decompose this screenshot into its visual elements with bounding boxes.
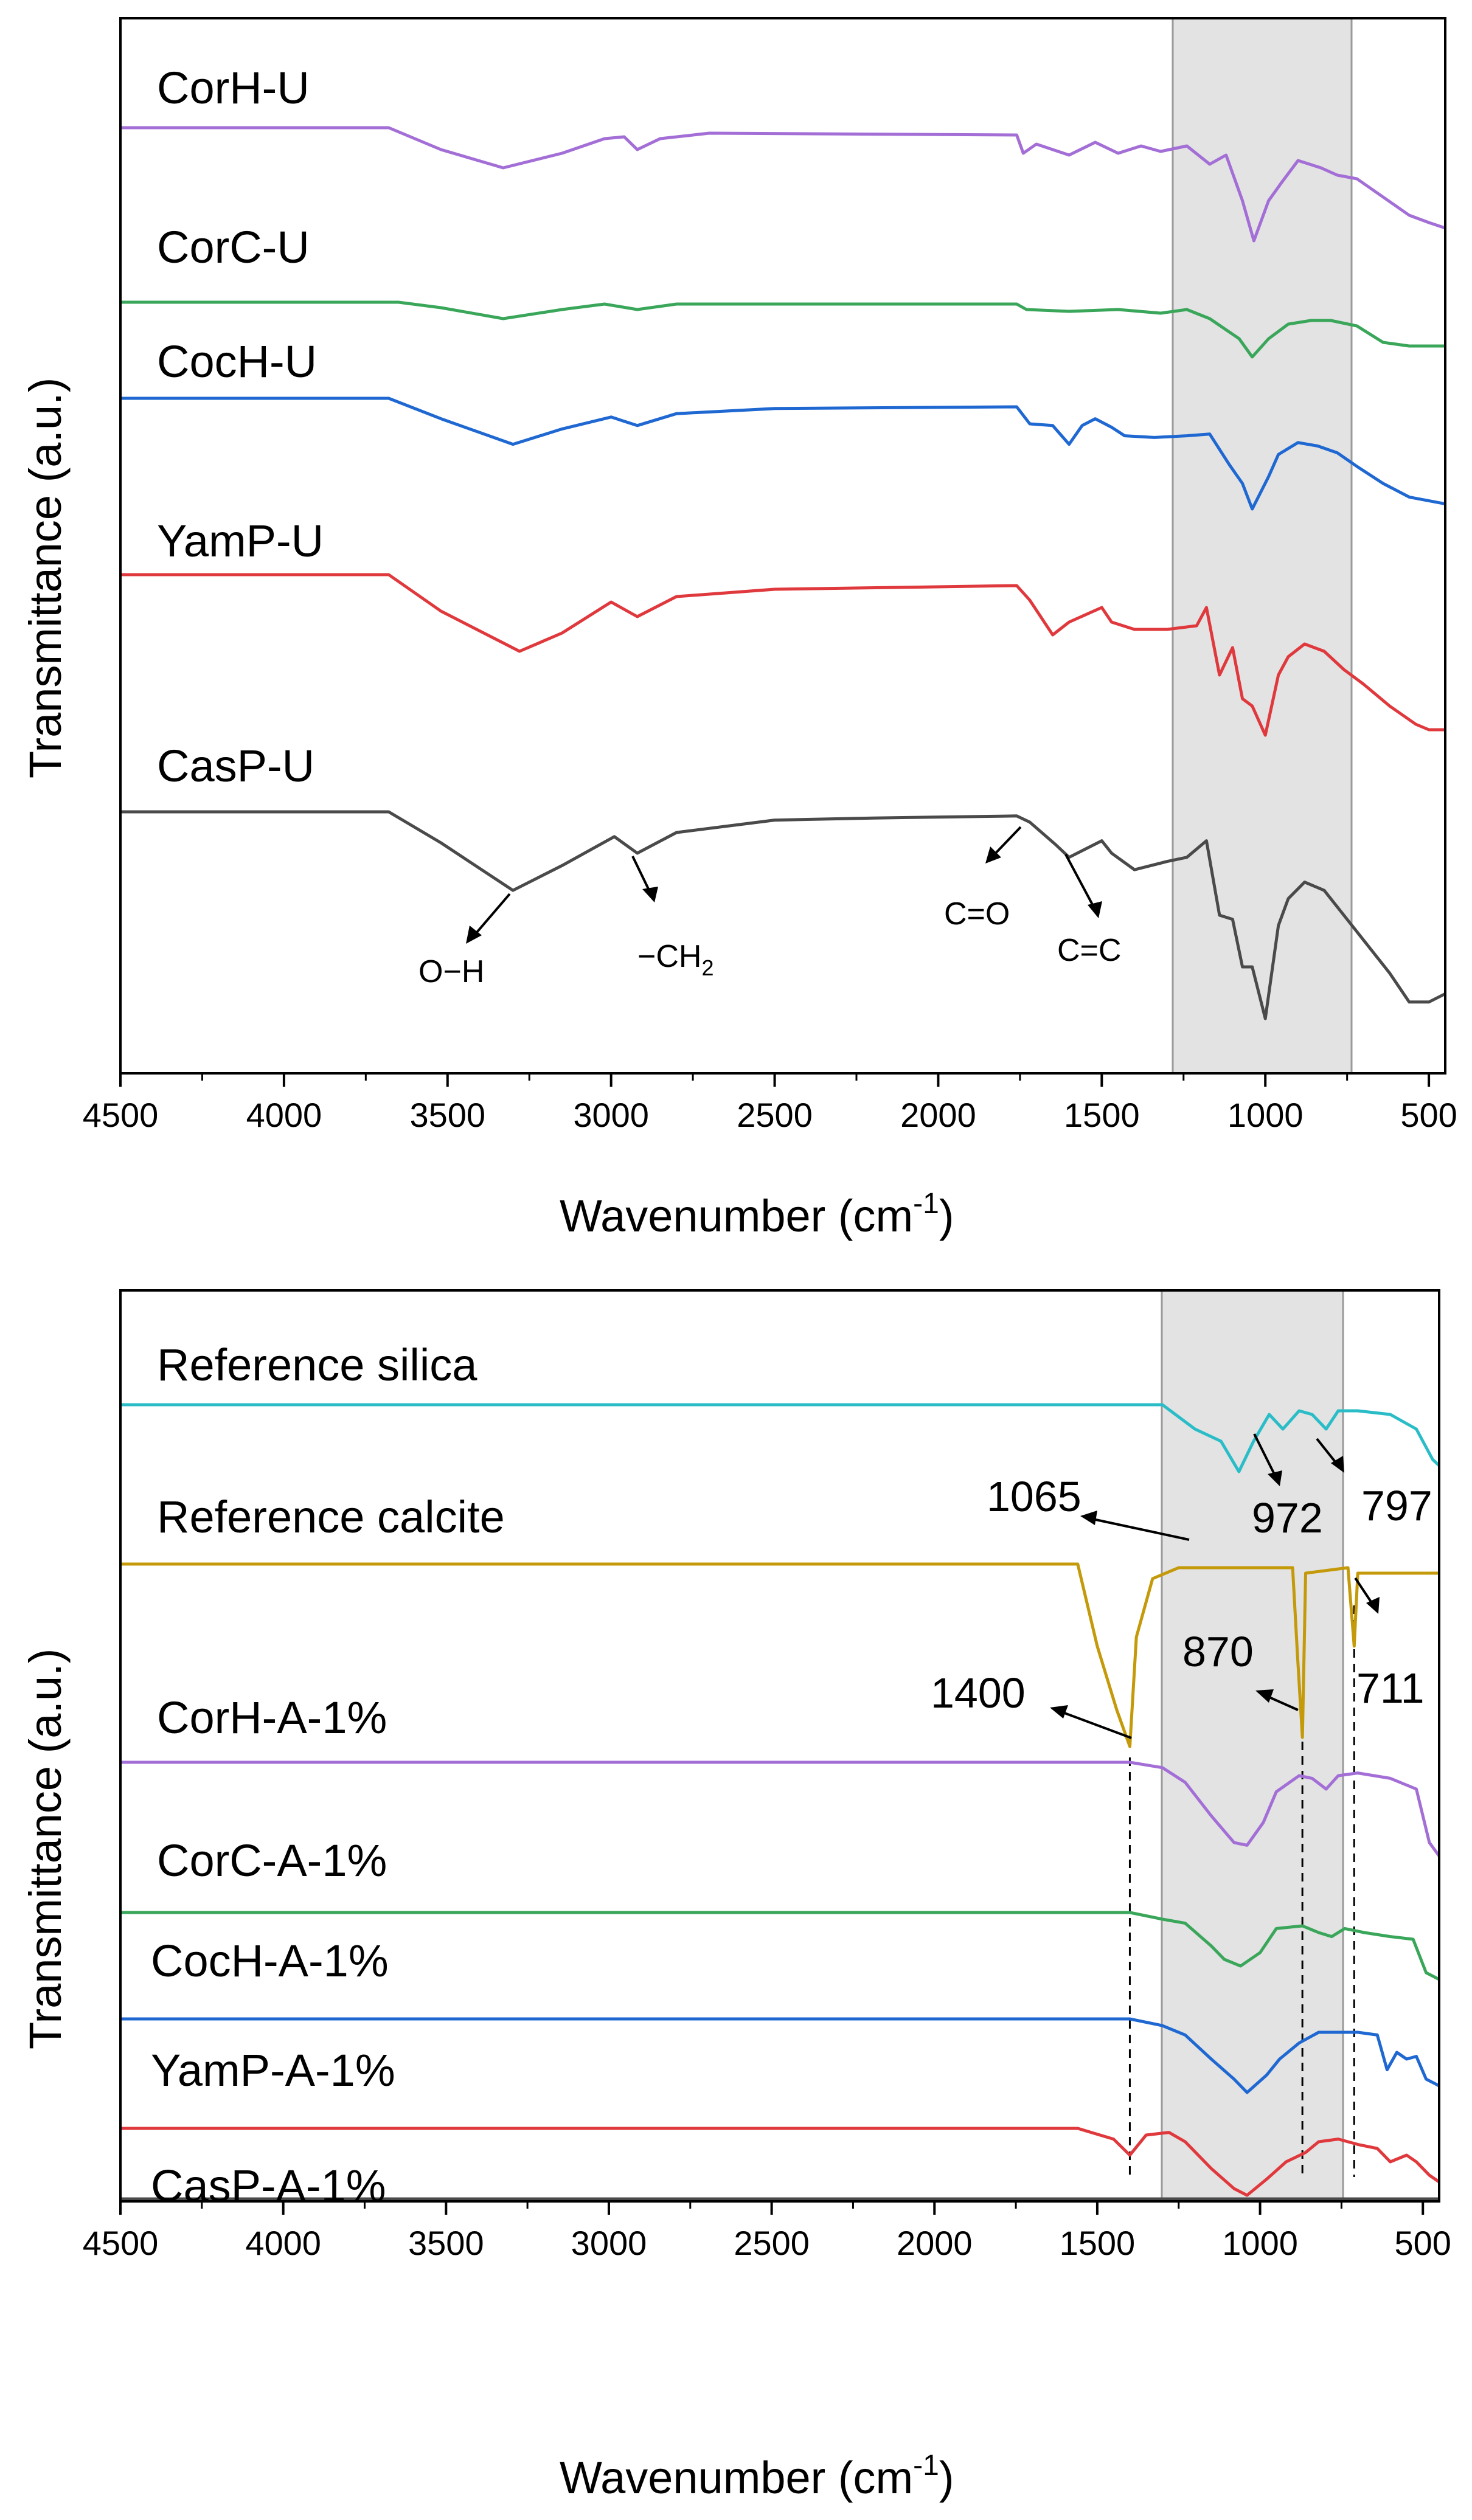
annotation-oh: O−H: [418, 893, 511, 989]
bottom-highlight-band: [1161, 1289, 1344, 2203]
bottom-dashed-reference-lines: [1128, 1605, 1355, 2177]
top-x-tick-label-500: 500: [1400, 1096, 1457, 1134]
bottom-plot-frame: [119, 1289, 1440, 2203]
top-series-casp-u: [120, 810, 1446, 1020]
top-x-ticks: [119, 1073, 1431, 1087]
top-x-tick-label-3000: 3000: [573, 1096, 649, 1134]
bottom-series-yamp-a-1: [120, 2127, 1440, 2197]
series-label-reference-calcite: Reference calcite: [157, 1492, 505, 1542]
bottom-x-tick-label-4500: 4500: [83, 2224, 159, 2262]
top-x-tick-label-4500: 4500: [83, 1096, 159, 1134]
bottom-x-tick-label-3000: 3000: [571, 2224, 647, 2262]
bottom-x-tick-label-3500: 3500: [408, 2224, 484, 2262]
peak-1400: 1400: [931, 1669, 1132, 1739]
top-series-corh-u: [120, 126, 1446, 243]
bottom-x-tick-label-1500: 1500: [1060, 2224, 1136, 2262]
peak-1400-label: 1400: [931, 1669, 1026, 1717]
series-label-yamp-a: YamP-A-1%: [151, 2045, 395, 2096]
top-plot-frame: [119, 17, 1446, 1075]
series-label-coch-u: CocH-U: [157, 336, 317, 387]
top-x-tick-label-2500: 2500: [737, 1096, 813, 1134]
bottom-series-reference-silica: [120, 1403, 1440, 1473]
top-series-yamp-u: [120, 573, 1445, 737]
top-y-axis-label: Transmittance (a.u.): [20, 378, 71, 778]
top-panel: 4500 4000 3500 3000 2500 2000 1500 1000 500 CorH…: [20, 17, 1457, 1241]
peak-711: 711: [1354, 1577, 1425, 1712]
series-label-casp-a: CasP-A-1%: [151, 2161, 386, 2211]
series-label-corc-a: CorC-A-1%: [157, 1835, 387, 1886]
peak-797: 797: [1316, 1438, 1432, 1529]
series-label-casp-u: CasP-U: [157, 741, 314, 791]
series-label-yamp-u: YamP-U: [157, 516, 324, 566]
series-label-coch-a: CocH-A-1%: [151, 1936, 389, 1986]
bottom-x-ticks: [119, 2201, 1425, 2215]
peak-711-label: 711: [1356, 1664, 1425, 1712]
peak-870-label: 870: [1182, 1628, 1254, 1675]
annotation-ch2: −CH2: [631, 856, 714, 980]
peak-972-label: 972: [1252, 1494, 1323, 1542]
peak-797-label: 797: [1361, 1482, 1432, 1529]
series-label-corc-u: CorC-U: [157, 222, 310, 272]
series-label-corh-u: CorH-U: [157, 63, 310, 113]
top-x-tick-label-1000: 1000: [1227, 1096, 1304, 1134]
annotation-ch2-label: −CH2: [637, 939, 714, 980]
top-x-tick-label-4000: 4000: [246, 1096, 322, 1134]
annotation-co-label: C=O: [944, 896, 1010, 932]
bottom-x-tick-label-2500: 2500: [734, 2224, 810, 2262]
bottom-x-tick-label-2000: 2000: [897, 2224, 973, 2262]
top-x-axis-label: Wavenumber (cm-1): [560, 1188, 954, 1241]
bottom-y-axis-label: Transmittance (a.u.): [20, 1649, 71, 2049]
annotation-co: C=O: [944, 826, 1022, 932]
top-highlight-band: [1172, 17, 1353, 1075]
bottom-panel: 4500 4000 3500 3000 2500 2000 1500 1000 500 Refe…: [20, 1289, 1451, 2503]
top-series-corc-u: [120, 300, 1445, 359]
bottom-series-reference-calcite: [120, 1562, 1439, 1748]
bottom-x-axis-label: Wavenumber (cm-1): [560, 2449, 954, 2503]
top-x-tick-label-2000: 2000: [900, 1096, 976, 1134]
peak-972: 972: [1252, 1433, 1323, 1542]
series-label-reference-silica: Reference silica: [157, 1340, 477, 1390]
series-label-corh-a: CorH-A-1%: [157, 1692, 387, 1743]
top-x-tick-label-3500: 3500: [409, 1096, 485, 1134]
bottom-series-corc-a-1: [120, 1911, 1440, 1981]
bottom-x-tick-label-500: 500: [1395, 2224, 1451, 2262]
bottom-x-tick-label-4000: 4000: [245, 2224, 321, 2262]
annotation-oh-label: O−H: [418, 954, 484, 989]
peak-1065-label: 1065: [987, 1473, 1081, 1520]
bottom-series-coch-a-1: [120, 2017, 1440, 2094]
bottom-series-corh-a-1: [120, 1760, 1441, 1857]
annotation-cc: C=C: [1057, 854, 1121, 968]
bottom-x-tick-label-1000: 1000: [1222, 2224, 1298, 2262]
top-x-tick-label-1500: 1500: [1064, 1096, 1140, 1134]
top-series-coch-u: [120, 396, 1446, 511]
peak-1065: 1065: [987, 1473, 1190, 1541]
annotation-cc-label: C=C: [1057, 933, 1121, 968]
peak-870: 870: [1182, 1628, 1299, 1711]
